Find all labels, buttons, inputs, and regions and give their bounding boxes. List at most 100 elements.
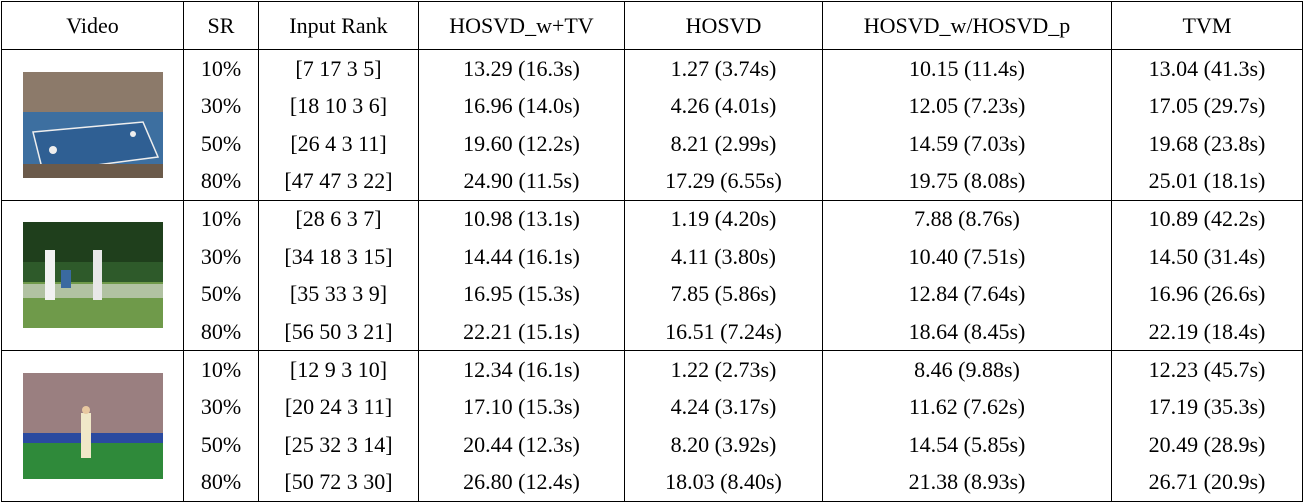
table-cell: [47 47 3 22] <box>258 162 419 201</box>
table-cell: 7.85 (5.86s) <box>624 275 823 313</box>
table-cell: 19.68 (23.8s) <box>1111 124 1303 163</box>
table-cell: 10.40 (7.51s) <box>822 238 1112 276</box>
table-cell: 12.84 (7.64s) <box>822 275 1112 313</box>
table-cell: 30% <box>183 238 259 276</box>
table-cell: 10.98 (13.1s) <box>418 200 625 239</box>
table-cell: 17.29 (6.55s) <box>624 162 823 201</box>
thumbnail-shape <box>22 71 163 112</box>
table-cell: 50% <box>183 124 259 163</box>
table-cell: 80% <box>183 312 259 352</box>
table-cell: 17.19 (35.3s) <box>1111 388 1303 427</box>
table-cell: 18.03 (8.40s) <box>624 463 823 503</box>
table-cell: 14.59 (7.03s) <box>822 124 1112 163</box>
table-cell: 7.88 (8.76s) <box>822 200 1112 239</box>
table-cell: [26 4 3 11] <box>258 124 419 163</box>
video-thumbnail <box>1 49 184 201</box>
table-cell: 16.95 (15.3s) <box>418 275 625 313</box>
header-cell: HOSVD_w+TV <box>418 1 625 50</box>
table-cell: [12 9 3 10] <box>258 350 419 389</box>
table-cell: 10% <box>183 350 259 389</box>
table-cell: 26.80 (12.4s) <box>418 463 625 503</box>
table-cell: 14.54 (5.85s) <box>822 426 1112 464</box>
table-cell: 80% <box>183 162 259 201</box>
table-cell: [25 32 3 14] <box>258 426 419 464</box>
thumbnail-shape <box>22 222 163 329</box>
header-cell: SR <box>183 1 259 50</box>
table-row: 10% [7 17 3 5] 13.29 (16.3s) 1.27 (3.74s) 10… <box>1 49 1303 201</box>
table-cell: 20.49 (28.9s) <box>1111 426 1303 464</box>
table-cell: 30% <box>183 87 259 125</box>
header-cell: TVM <box>1111 1 1303 50</box>
table-cell: 16.96 (26.6s) <box>1111 275 1303 313</box>
table-cell: 13.29 (16.3s) <box>418 49 625 88</box>
table-cell: 10% <box>183 49 259 88</box>
thumbnail-shape <box>22 373 163 480</box>
table-row: 10% [28 6 3 7] 10.98 (13.1s) 1.19 (4.20s) 7.… <box>1 200 1303 352</box>
thumbnail-shape <box>31 121 159 173</box>
table-row: 30% [34 18 3 15] 14.44 (16.1s) 4.11 (3.80s)… <box>2 238 1303 276</box>
table-cell: 10% <box>183 200 259 239</box>
video-thumbnail <box>1 350 184 502</box>
table-cell: 14.50 (31.4s) <box>1111 238 1303 276</box>
table-cell: 22.19 (18.4s) <box>1111 312 1303 352</box>
thumbnail-shape <box>22 71 163 178</box>
table-cell: [20 24 3 11] <box>258 388 419 427</box>
table-row: 30% [18 10 3 6] 16.96 (14.0s) 4.26 (4.01s) 1… <box>2 87 1303 125</box>
table-cell: [7 17 3 5] <box>258 49 419 88</box>
header-row: Video SR Input Rank HOSVD_w+TV HOSVD HOSVD_w/… <box>1 1 1303 50</box>
table-row: 10% [12 9 3 10] 12.34 (16.1s) 1.22 (2.73s) 8… <box>1 350 1303 502</box>
table-cell: 1.22 (2.73s) <box>624 350 823 389</box>
table-cell: [18 10 3 6] <box>258 87 419 125</box>
thumbnail-shape <box>80 413 91 459</box>
table-cell: 17.05 (29.7s) <box>1111 87 1303 125</box>
table-cell: 19.75 (8.08s) <box>822 162 1112 201</box>
table-cell: 8.46 (9.88s) <box>822 350 1112 389</box>
thumbnail-shape <box>22 163 163 178</box>
table-cell: 80% <box>183 463 259 503</box>
thumbnail-shape <box>92 250 102 301</box>
table-row: 80% [50 72 3 30] 26.80 (12.4s) 18.03 (8.40s… <box>2 463 1303 503</box>
table-cell: 22.21 (15.1s) <box>418 312 625 352</box>
table-row: 80% [56 50 3 21] 22.21 (15.1s) 16.51 (7.24s… <box>2 312 1303 352</box>
table-row: 50% [26 4 3 11] 19.60 (12.2s) 8.21 (2.99s) 1… <box>2 124 1303 163</box>
table-cell: 1.27 (3.74s) <box>624 49 823 88</box>
table-cell: 30% <box>183 388 259 427</box>
table-cell: 19.60 (12.2s) <box>418 124 625 163</box>
table-cell: 12.23 (45.7s) <box>1111 350 1303 389</box>
thumbnail-shape <box>22 443 163 480</box>
thumbnail-shape <box>22 373 163 434</box>
table-row: 50% [35 33 3 9] 16.95 (15.3s) 7.85 (5.86s) 1… <box>2 275 1303 313</box>
table-cell: 4.11 (3.80s) <box>624 238 823 276</box>
table-cell: 21.38 (8.93s) <box>822 463 1112 503</box>
table-cell: 14.44 (16.1s) <box>418 238 625 276</box>
table-cell: [35 33 3 9] <box>258 275 419 313</box>
header-cell: HOSVD <box>624 1 823 50</box>
table-cell: 12.05 (7.23s) <box>822 87 1112 125</box>
table-row: 80% [47 47 3 22] 24.90 (11.5s) 17.29 (6.55s… <box>2 162 1303 201</box>
table-cell: 10.15 (11.4s) <box>822 49 1112 88</box>
header-cell: HOSVD_w/HOSVD_p <box>822 1 1112 50</box>
thumbnail-shape <box>60 270 71 289</box>
thumbnail-shape <box>48 145 57 154</box>
thumbnail-shape <box>44 250 55 301</box>
table-cell: 13.04 (41.3s) <box>1111 49 1303 88</box>
table-cell: 17.10 (15.3s) <box>418 388 625 427</box>
table-cell: 12.34 (16.1s) <box>418 350 625 389</box>
table-cell: 4.26 (4.01s) <box>624 87 823 125</box>
table-cell: [56 50 3 21] <box>258 312 419 352</box>
table-cell: 26.71 (20.9s) <box>1111 463 1303 503</box>
table-cell: [50 72 3 30] <box>258 463 419 503</box>
header-cell: Video <box>1 1 184 50</box>
table-cell: 50% <box>183 275 259 313</box>
table-cell: 20.44 (12.3s) <box>418 426 625 464</box>
table-cell: 50% <box>183 426 259 464</box>
video-thumbnail <box>1 200 184 352</box>
thumbnail-shape <box>129 130 136 137</box>
header-cell: Input Rank <box>258 1 419 50</box>
table-cell: [34 18 3 15] <box>258 238 419 276</box>
table-row: 50% [25 32 3 14] 20.44 (12.3s) 8.20 (3.92s)… <box>2 426 1303 464</box>
table-row: 30% [20 24 3 11] 17.10 (15.3s) 4.24 (3.17s)… <box>2 388 1303 427</box>
table-cell: 4.24 (3.17s) <box>624 388 823 427</box>
table-cell: 25.01 (18.1s) <box>1111 162 1303 201</box>
